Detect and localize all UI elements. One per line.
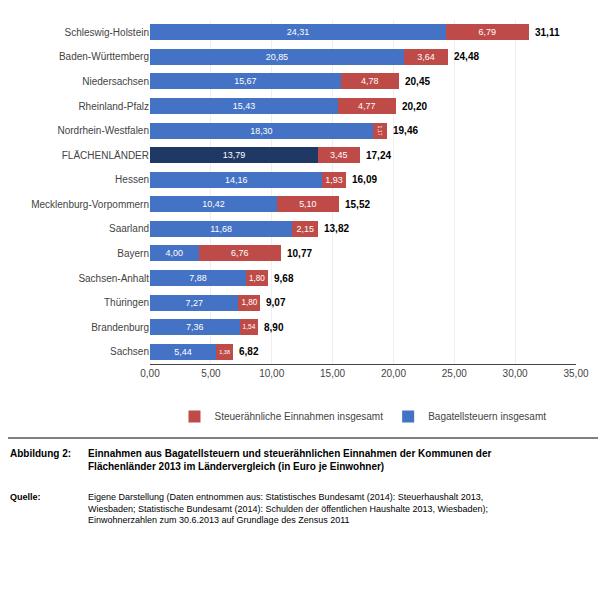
- svg-text:1,54: 1,54: [243, 323, 256, 330]
- svg-text:7,27: 7,27: [186, 298, 203, 308]
- svg-text:10,42: 10,42: [202, 199, 224, 209]
- svg-text:15,52: 15,52: [345, 199, 370, 210]
- svg-text:Einnahmen aus Bagatellsteuern: Einnahmen aus Bagatellsteuern und steuer…: [88, 448, 492, 472]
- svg-text:10,00: 10,00: [259, 368, 284, 379]
- svg-text:4,78: 4,78: [361, 76, 378, 86]
- svg-text:9,07: 9,07: [266, 297, 286, 308]
- svg-text:5,00: 5,00: [201, 368, 221, 379]
- svg-text:Abbildung 2:: Abbildung 2:: [10, 448, 71, 459]
- svg-text:16,09: 16,09: [352, 174, 377, 185]
- svg-text:11,68: 11,68: [210, 224, 232, 234]
- svg-text:Schleswig-Holstein: Schleswig-Holstein: [65, 27, 149, 38]
- svg-text:Eigene Darstellung (Daten entn: Eigene Darstellung (Daten entnommen aus:…: [88, 492, 488, 525]
- svg-text:20,00: 20,00: [381, 368, 406, 379]
- svg-text:3,45: 3,45: [330, 150, 347, 160]
- svg-text:1,93: 1,93: [325, 175, 342, 185]
- svg-text:31,11: 31,11: [535, 27, 560, 38]
- svg-text:0,00: 0,00: [140, 368, 160, 379]
- svg-text:6,79: 6,79: [478, 27, 495, 37]
- svg-text:Brandenburg: Brandenburg: [91, 322, 149, 333]
- svg-text:Bayern: Bayern: [117, 248, 149, 259]
- svg-text:24,31: 24,31: [287, 27, 309, 37]
- svg-text:25,00: 25,00: [442, 368, 467, 379]
- svg-text:15,43: 15,43: [233, 101, 255, 111]
- svg-text:Quelle:: Quelle:: [10, 492, 41, 502]
- svg-text:Sachsen-Anhalt: Sachsen-Anhalt: [78, 273, 149, 284]
- svg-text:1,17: 1,17: [377, 126, 383, 136]
- svg-text:Hessen: Hessen: [115, 174, 149, 185]
- svg-text:7,36: 7,36: [186, 322, 203, 332]
- svg-text:Mecklenburg-Vorpommern: Mecklenburg-Vorpommern: [31, 199, 149, 210]
- svg-text:Niedersachsen: Niedersachsen: [82, 76, 149, 87]
- svg-text:13,79: 13,79: [223, 150, 245, 160]
- svg-text:1,80: 1,80: [242, 298, 258, 307]
- svg-text:2,15: 2,15: [297, 224, 314, 234]
- svg-text:6,82: 6,82: [239, 346, 259, 357]
- svg-text:Bagatellsteuern insgesamt: Bagatellsteuern insgesamt: [428, 411, 546, 422]
- svg-text:Steuerähnliche Einnahmen insge: Steuerähnliche Einnahmen insgesamt: [215, 411, 384, 422]
- svg-text:30,00: 30,00: [503, 368, 528, 379]
- svg-text:FLÄCHENLÄNDER: FLÄCHENLÄNDER: [62, 150, 149, 161]
- svg-text:Rheinland-Pfalz: Rheinland-Pfalz: [78, 101, 149, 112]
- svg-text:15,00: 15,00: [320, 368, 345, 379]
- svg-text:10,77: 10,77: [287, 248, 312, 259]
- svg-text:15,67: 15,67: [234, 76, 256, 86]
- svg-text:5,10: 5,10: [299, 199, 316, 209]
- svg-text:Baden-Württemberg: Baden-Württemberg: [59, 51, 149, 62]
- svg-text:8,90: 8,90: [264, 322, 284, 333]
- svg-text:5,44: 5,44: [174, 347, 191, 357]
- svg-text:4,00: 4,00: [166, 248, 183, 258]
- svg-text:17,24: 17,24: [366, 150, 391, 161]
- svg-text:14,16: 14,16: [225, 175, 247, 185]
- svg-text:3,64: 3,64: [417, 52, 434, 62]
- svg-text:4,77: 4,77: [358, 101, 375, 111]
- svg-text:18,30: 18,30: [250, 126, 272, 136]
- svg-text:6,76: 6,76: [231, 248, 248, 258]
- svg-text:7,88: 7,88: [189, 273, 206, 283]
- svg-text:19,46: 19,46: [393, 125, 418, 136]
- svg-text:20,20: 20,20: [402, 101, 427, 112]
- svg-text:20,85: 20,85: [266, 52, 288, 62]
- svg-text:20,45: 20,45: [405, 76, 430, 87]
- svg-text:9,68: 9,68: [274, 273, 294, 284]
- svg-text:Sachsen: Sachsen: [110, 346, 149, 357]
- svg-text:Nordrhein-Westfalen: Nordrhein-Westfalen: [57, 125, 149, 136]
- svg-text:35,00: 35,00: [563, 368, 588, 379]
- svg-text:24,48: 24,48: [454, 51, 479, 62]
- svg-text:Saarland: Saarland: [109, 223, 149, 234]
- svg-text:13,82: 13,82: [324, 223, 349, 234]
- svg-text:1,38: 1,38: [219, 349, 230, 355]
- svg-text:Thüringen: Thüringen: [104, 297, 149, 308]
- svg-text:1,80: 1,80: [249, 274, 265, 283]
